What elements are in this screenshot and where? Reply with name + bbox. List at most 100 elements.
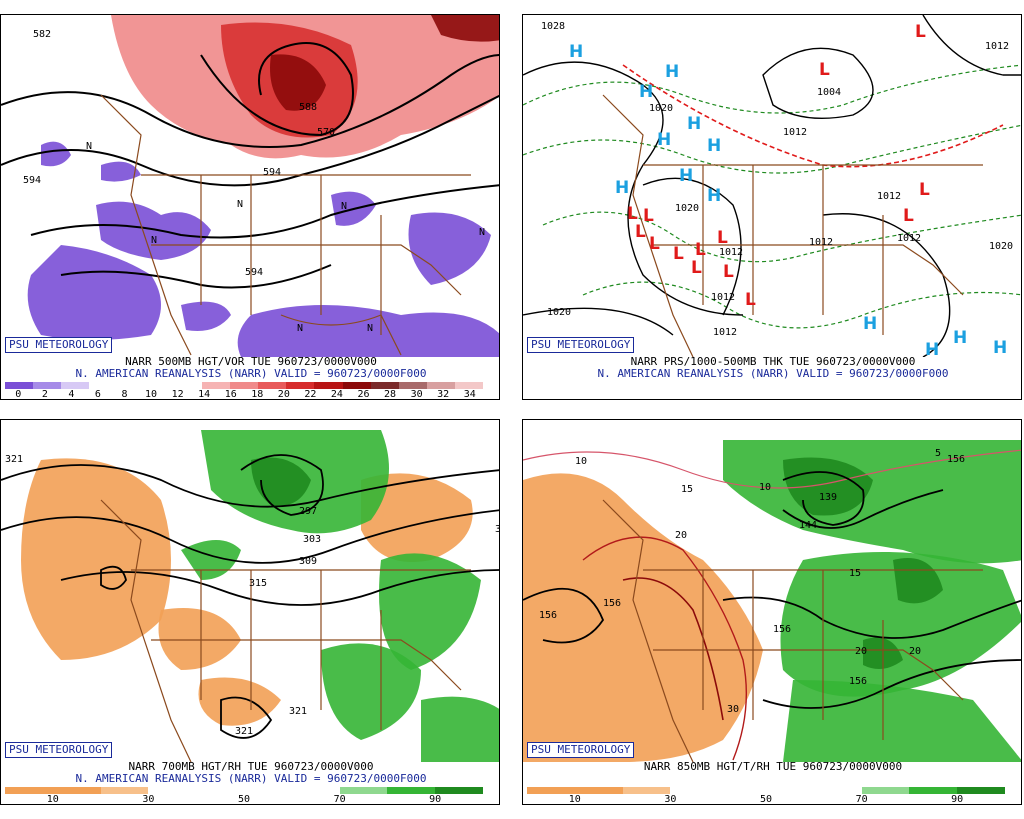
isobar-label: 1012 bbox=[897, 233, 921, 244]
panel-title: NARR 500MB HGT/VOR TUE 960723/0000V000 bbox=[125, 355, 377, 368]
low-pressure-marker: L bbox=[819, 60, 830, 80]
colorbar-swatch bbox=[100, 787, 149, 794]
low-pressure-marker: L bbox=[717, 228, 728, 248]
isobar-label: 1020 bbox=[649, 103, 673, 114]
colorbar-swatch bbox=[5, 382, 34, 389]
colorbar-tick-label: 4 bbox=[68, 389, 75, 400]
colorbar-swatch bbox=[61, 382, 90, 389]
isobar-label: 1028 bbox=[541, 21, 565, 32]
high-pressure-marker: H bbox=[707, 136, 721, 156]
isobar-label: 1012 bbox=[809, 237, 833, 248]
temperature-label: 20 bbox=[855, 646, 867, 657]
colorbar-ticks: 10 30 50 70 90 bbox=[527, 794, 1005, 805]
height-label: 588 bbox=[299, 102, 317, 113]
high-pressure-marker: H bbox=[639, 82, 653, 102]
colorbar-tick-label: 30 bbox=[410, 389, 423, 400]
height-label: 315 bbox=[249, 578, 267, 589]
colorbar-tick-label: 26 bbox=[357, 389, 370, 400]
colorbar-tick-label: 30 bbox=[664, 794, 677, 805]
height-label: 3 bbox=[495, 524, 500, 535]
colorbar-swatch bbox=[230, 382, 259, 389]
temperature-label: 20 bbox=[909, 646, 921, 657]
panel-subtitle: N. AMERICAN REANALYSIS (NARR) VALID = 96… bbox=[75, 772, 427, 785]
high-pressure-marker: H bbox=[953, 328, 967, 348]
colorbar-swatch bbox=[527, 787, 575, 794]
vorticity-marker: N bbox=[151, 235, 157, 246]
colorbar-tick-label: 30 bbox=[142, 794, 155, 805]
height-label: 15 bbox=[681, 484, 693, 495]
height-label: 139 bbox=[819, 492, 837, 503]
colorbar-tick-label: 22 bbox=[304, 389, 317, 400]
low-pressure-marker: L bbox=[649, 234, 660, 254]
map-700mb-rh: 321 297 303 309 315 321 321 3 bbox=[1, 430, 500, 762]
colorbar-tick-label: 32 bbox=[437, 389, 450, 400]
height-label: 594 bbox=[263, 167, 281, 178]
colorbar-tick-label: 14 bbox=[198, 389, 211, 400]
panel-title: NARR PRS/1000-500MB THK TUE 960723/0000V… bbox=[630, 355, 916, 368]
colorbar-swatch bbox=[117, 382, 146, 389]
height-label: 594 bbox=[23, 175, 41, 186]
colorbar-ticks: 10 30 50 70 90 bbox=[5, 794, 483, 805]
low-pressure-marker: L bbox=[745, 290, 756, 310]
colorbar-swatch bbox=[387, 787, 436, 794]
vorticity-marker: N bbox=[297, 323, 303, 334]
panel-pressure-thickness: 1028 1004 1012 1020 1012 1012 1012 1020 … bbox=[522, 14, 1022, 400]
isobar-label: 1012 bbox=[719, 247, 743, 258]
map-labels: 582 594 588 570 594 594 N N N N N N N bbox=[23, 29, 485, 334]
low-markers: L L L L L L L L L L L L L L bbox=[627, 22, 930, 310]
high-pressure-marker: H bbox=[665, 62, 679, 82]
temperature-label: 20 bbox=[675, 530, 687, 541]
isobar-label: 1020 bbox=[989, 241, 1013, 252]
low-pressure-marker: L bbox=[643, 206, 654, 226]
height-label: 309 bbox=[299, 556, 317, 567]
vorticity-marker: N bbox=[367, 323, 373, 334]
colorbar-tick-label: 10 bbox=[145, 389, 158, 400]
isobar-label: 1020 bbox=[675, 203, 699, 214]
height-label: 156 bbox=[849, 676, 867, 687]
colorbar-tick-label: 2 bbox=[41, 389, 48, 400]
colorbar bbox=[527, 787, 1005, 794]
colorbar-swatch bbox=[52, 787, 101, 794]
colorbar-swatch bbox=[173, 382, 202, 389]
panel-title: NARR 850MB HGT/T/RH TUE 960723/0000V000 bbox=[643, 760, 903, 773]
colorbar-tick-label: 18 bbox=[251, 389, 264, 400]
height-label: 321 bbox=[289, 706, 307, 717]
vorticity-marker: N bbox=[341, 201, 347, 212]
colorbar-swatch bbox=[574, 787, 623, 794]
colorbar-swatch bbox=[145, 382, 174, 389]
colorbar-tick-label: 50 bbox=[237, 794, 251, 805]
height-label: 321 bbox=[235, 726, 253, 737]
colorbar-swatch bbox=[314, 382, 343, 389]
psu-meteorology-label: PSU METEOROLOGY bbox=[527, 742, 635, 758]
map-850mb-temp-rh: 10 15 10 20 139 144 156 156 156 15 156 1… bbox=[523, 440, 1021, 762]
low-pressure-marker: L bbox=[903, 206, 914, 226]
temperature-label: 30 bbox=[727, 704, 739, 715]
isobar-labels: 1028 1004 1012 1020 1012 1012 1012 1020 … bbox=[541, 21, 1013, 338]
colorbar-tick-label: 20 bbox=[277, 389, 290, 400]
isobar-label: 1004 bbox=[817, 87, 841, 98]
map-500mb-vorticity: 582 594 588 570 594 594 N N N N N N N bbox=[1, 15, 499, 357]
colorbar-tick-label: 10 bbox=[46, 794, 59, 805]
temperature-label: 10 bbox=[759, 482, 771, 493]
colorbar-tick-label: 34 bbox=[463, 389, 476, 400]
height-label: 5 bbox=[935, 448, 941, 459]
high-pressure-marker: H bbox=[569, 42, 583, 62]
colorbar-swatch bbox=[765, 787, 814, 794]
high-pressure-marker: H bbox=[863, 314, 877, 334]
isobar-label: 1020 bbox=[547, 307, 571, 318]
colorbar-swatch bbox=[258, 382, 287, 389]
high-pressure-marker: H bbox=[707, 186, 721, 206]
temperature-label: 10 bbox=[575, 456, 587, 467]
colorbar-swatch bbox=[196, 787, 244, 794]
height-label: 297 bbox=[299, 506, 317, 517]
colorbar-tick-label: 0 bbox=[15, 389, 22, 400]
vorticity-marker: N bbox=[86, 141, 92, 152]
height-label: 156 bbox=[539, 610, 557, 621]
panel-subtitle: N. AMERICAN REANALYSIS (NARR) VALID = 96… bbox=[597, 367, 949, 380]
vorticity-marker: N bbox=[479, 227, 485, 238]
panel-subtitle: N. AMERICAN REANALYSIS (NARR) VALID = 96… bbox=[75, 367, 427, 380]
high-pressure-marker: H bbox=[687, 114, 701, 134]
colorbar-swatch bbox=[718, 787, 766, 794]
colorbar-swatch bbox=[370, 382, 399, 389]
colorbar-tick-label: 28 bbox=[384, 389, 397, 400]
